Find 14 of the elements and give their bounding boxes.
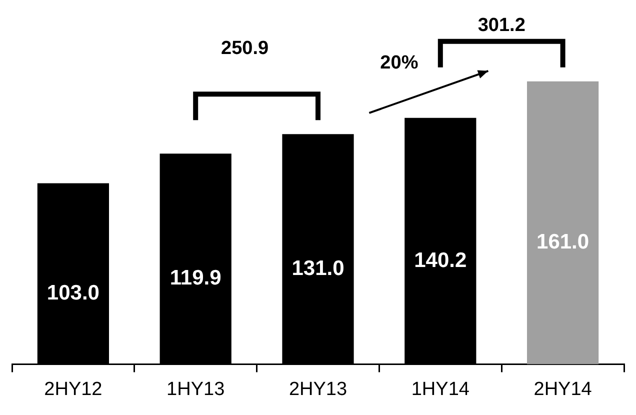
x-tick-label: 2HY13 [288, 378, 348, 400]
text: 250.9 [221, 38, 269, 59]
data-label: 103.0 [46, 282, 100, 305]
data-label: 131.0 [292, 256, 344, 280]
bar [527, 81, 599, 364]
text: 20% [380, 52, 418, 74]
x-tick-label: 1HY14 [411, 378, 470, 400]
x-tick-label: 2HY12 [44, 378, 102, 400]
x-tick-label: 1HY13 [166, 378, 225, 400]
data-label: 161.0 [536, 230, 590, 254]
data-label: 119.9 [170, 266, 222, 290]
data-label: 140.2 [414, 248, 467, 272]
text: 301.2 [478, 15, 526, 36]
x-tick-label: 2HY14 [534, 378, 592, 400]
